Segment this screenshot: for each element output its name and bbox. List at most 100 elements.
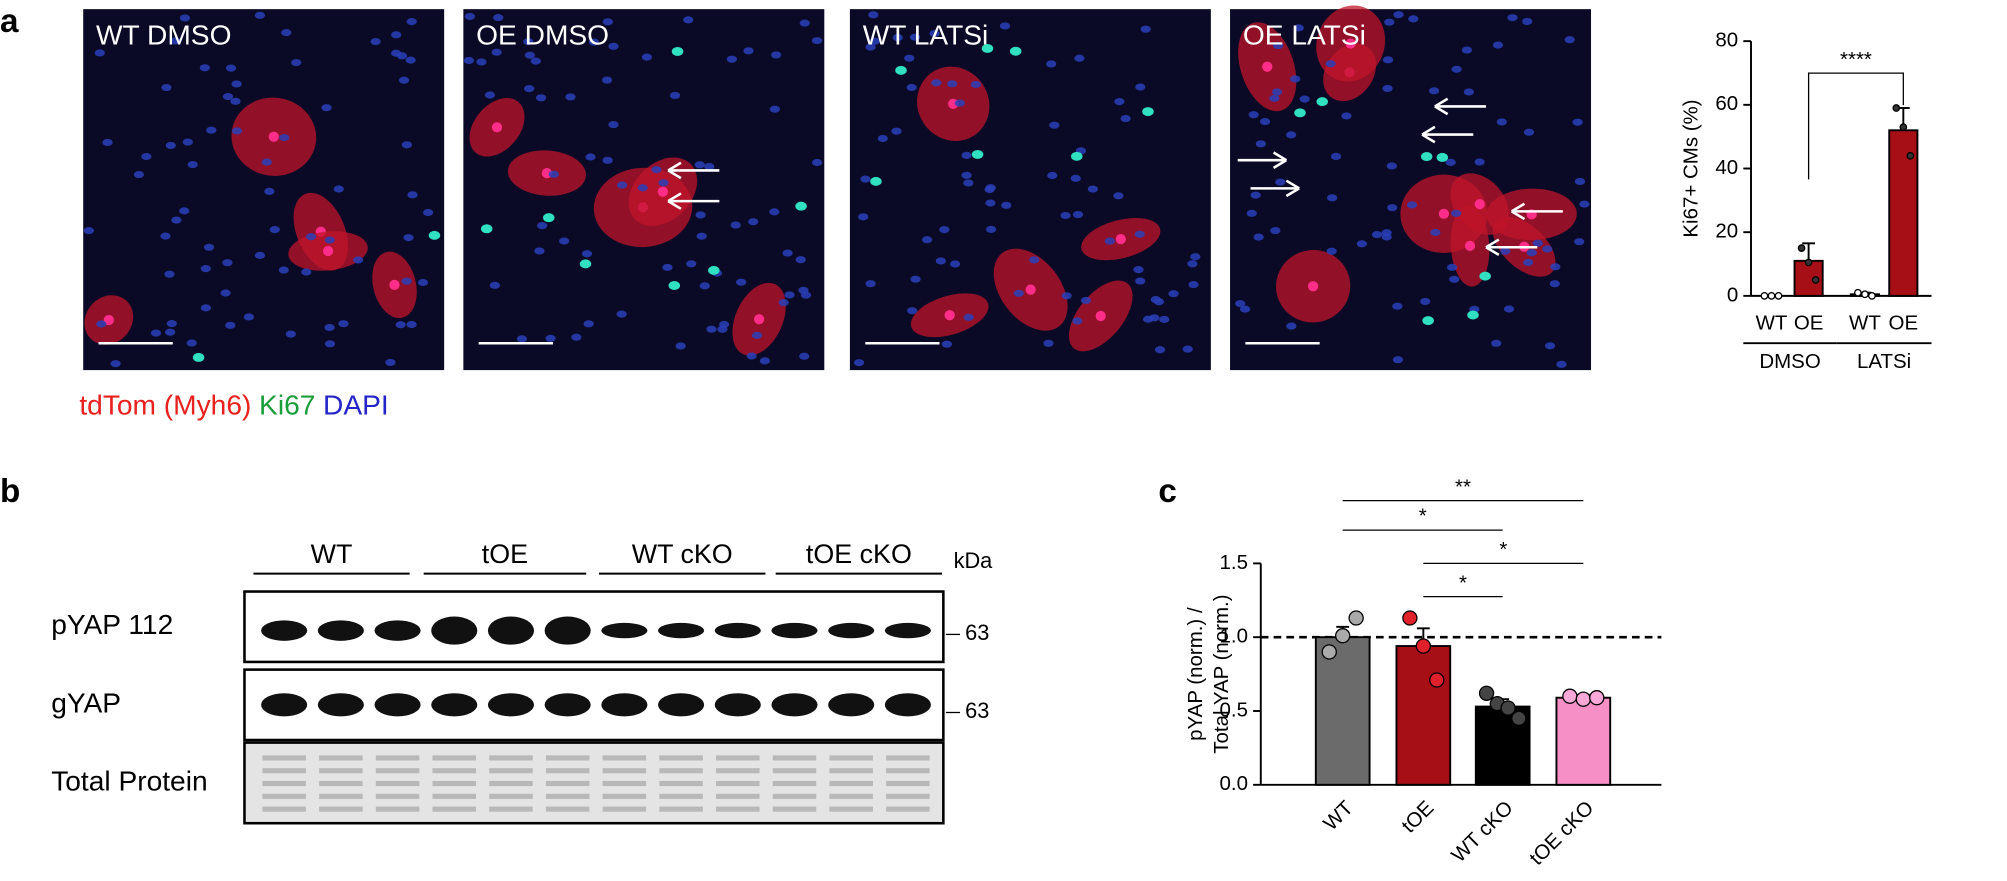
- protein-band: [262, 806, 306, 812]
- protein-band: [487, 693, 535, 717]
- nucleus: [534, 247, 545, 255]
- nucleus: [1381, 229, 1392, 237]
- y-axis-label: Ki67+ CMs (%): [1680, 99, 1703, 237]
- nucleus: [1428, 87, 1440, 95]
- nucleus: [1550, 263, 1561, 271]
- nucleus: [1325, 60, 1336, 68]
- nucleus: [1526, 249, 1537, 257]
- protein-band: [829, 768, 873, 774]
- protein-band: [489, 768, 533, 774]
- protein-band: [716, 806, 760, 812]
- arrow: [1250, 179, 1300, 198]
- nucleus: [909, 33, 921, 41]
- nucleus: [401, 141, 413, 149]
- x-tick-label: WT: [1849, 311, 1881, 334]
- nucleus: [278, 266, 289, 274]
- nucleus: [96, 320, 107, 328]
- nucleus: [407, 191, 418, 199]
- data-point: [1321, 644, 1337, 660]
- nucleus: [1542, 245, 1553, 253]
- protein-band: [374, 620, 421, 641]
- nucleus: [608, 120, 619, 129]
- cm-nucleus: [103, 314, 114, 326]
- protein-band: [886, 806, 930, 812]
- nucleus: [1507, 14, 1518, 22]
- cm-nucleus: [1438, 208, 1449, 219]
- nucleus: [225, 64, 237, 72]
- nucleus: [333, 185, 344, 193]
- data-point: [1478, 685, 1495, 701]
- nucleus: [1420, 297, 1431, 306]
- nucleus: [1272, 41, 1284, 50]
- nucleus: [904, 54, 915, 62]
- nucleus: [1503, 305, 1515, 313]
- protein-band: [489, 806, 533, 812]
- nucleus: [1013, 289, 1024, 297]
- nucleus: [1371, 231, 1383, 239]
- nucleus: [1474, 158, 1485, 166]
- nucleus: [171, 216, 182, 224]
- data-point: [1804, 258, 1813, 267]
- ki67-nucleus: [795, 201, 807, 211]
- nucleus: [771, 51, 782, 59]
- nucleus: [1235, 300, 1246, 308]
- nucleus: [811, 158, 823, 167]
- protein-band: [886, 780, 930, 787]
- nucleus: [1491, 339, 1502, 347]
- nucleus: [1029, 256, 1040, 264]
- protein-band: [716, 780, 760, 787]
- y-tick-label: 0.5: [1220, 698, 1248, 721]
- nucleus: [1556, 360, 1567, 368]
- data-point: [1348, 610, 1364, 626]
- y-tick-label: 20: [1715, 220, 1738, 243]
- protein-band: [489, 780, 533, 787]
- protein-band: [374, 693, 421, 717]
- significance-bracket: [1807, 72, 1904, 180]
- nucleus: [164, 270, 175, 278]
- micrograph: OE DMSO: [463, 9, 825, 371]
- cm-nucleus: [1345, 38, 1356, 49]
- nucleus: [385, 358, 396, 367]
- protein-band: [319, 768, 363, 774]
- nucleus: [231, 80, 242, 88]
- ki67-nucleus: [1479, 271, 1491, 281]
- nucleus: [524, 51, 536, 59]
- nucleus: [1269, 94, 1280, 102]
- nucleus: [264, 187, 275, 195]
- nucleus: [401, 277, 412, 285]
- significance-label: ****: [1840, 48, 1872, 71]
- cm-nucleus: [389, 279, 400, 290]
- unit-label: kDa: [954, 548, 994, 573]
- nucleus: [961, 151, 972, 159]
- nucleus: [324, 323, 335, 332]
- protein-band: [716, 768, 760, 774]
- protein-band: [544, 693, 591, 717]
- data-point: [1402, 610, 1418, 626]
- nucleus: [1120, 114, 1131, 123]
- nucleus: [535, 94, 547, 102]
- protein-band: [545, 806, 590, 812]
- protein-band: [432, 780, 477, 787]
- nucleus: [954, 99, 965, 107]
- nucleus: [254, 11, 266, 19]
- significance-label: *: [1459, 571, 1467, 594]
- arrow-head: [667, 192, 682, 210]
- cm-nucleus: [657, 186, 669, 197]
- arrow: [1485, 238, 1538, 257]
- nucleus: [166, 320, 177, 328]
- arrow-head: [667, 161, 682, 180]
- protein-band: [829, 806, 873, 812]
- protein-band: [828, 622, 875, 639]
- nucleus: [489, 281, 501, 289]
- data-point: [1811, 276, 1820, 284]
- nucleus: [1293, 24, 1304, 32]
- cm-nucleus: [1474, 198, 1485, 210]
- nucleus: [769, 208, 780, 216]
- nucleus: [164, 328, 176, 336]
- nucleus: [94, 49, 105, 57]
- ki67-nucleus: [671, 46, 684, 56]
- nucleus: [1326, 247, 1337, 255]
- ki67-nucleus: [1420, 152, 1433, 162]
- nucleus: [1492, 41, 1504, 49]
- data-point: [1899, 123, 1908, 131]
